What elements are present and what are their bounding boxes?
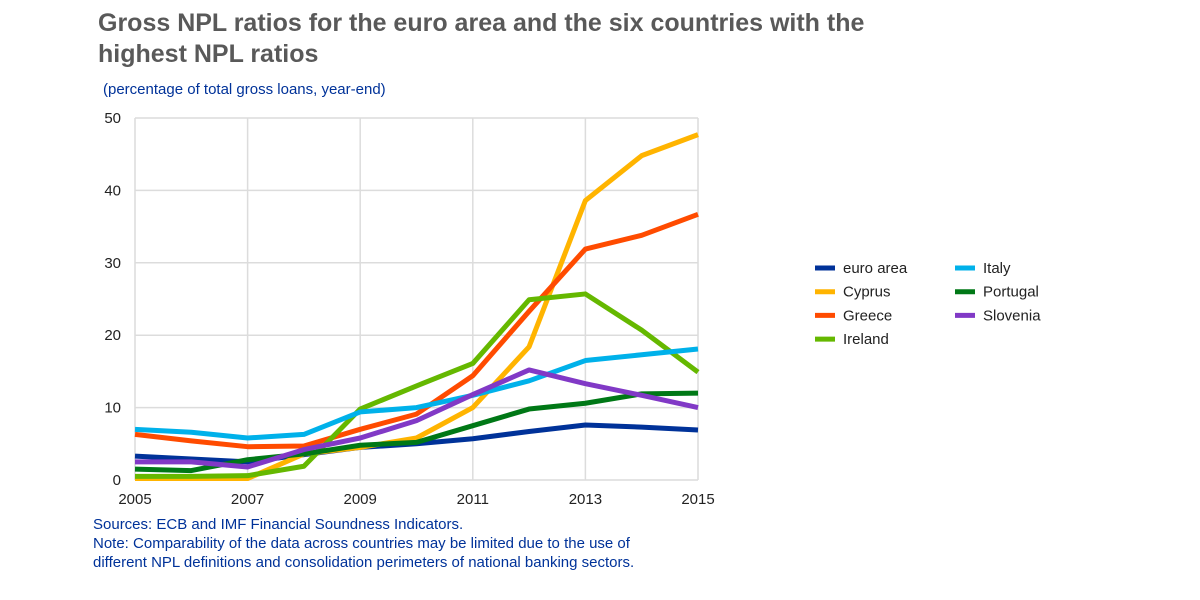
x-tick-label: 2009 [344,491,377,508]
chart-title: Gross NPL ratios for the euro area and t… [98,9,865,68]
y-tick-label: 40 [104,182,121,199]
legend-label: Portugal [983,284,1039,301]
series-line-italy [134,346,699,441]
legend-label: Cyprus [843,284,891,301]
y-tick-label: 30 [104,255,121,272]
x-tick-label: 2005 [118,491,151,508]
y-tick-label: 50 [104,110,121,127]
legend-label: Ireland [843,331,889,348]
chart-subtitle: (percentage of total gross loans, year-e… [103,81,386,98]
sources-text: Sources: ECB and IMF Financial Soundness… [93,516,464,533]
y-tick-label: 10 [104,400,121,417]
x-tick-label: 2011 [457,491,489,508]
y-tick-label: 20 [104,327,121,344]
x-tick-label: 2007 [231,491,264,508]
chart-notes: Sources: ECB and IMF Financial Soundness… [93,515,634,572]
y-tick-label: 0 [113,472,121,489]
series-line-cyprus [135,132,699,482]
series-line-greece [134,211,699,450]
note-text-line2: different NPL definitions and consolidat… [93,554,635,571]
legend-label: Italy [983,260,1011,277]
legend-label: euro area [843,260,908,277]
series-line-ireland [135,291,700,479]
x-tick-label: 2013 [569,491,602,508]
legend-label: Slovenia [983,307,1041,324]
x-tick-label: 2015 [681,491,714,508]
legend-label: Greece [843,307,892,324]
series-line-slovenia [135,367,699,470]
note-text-line1: Note: Comparability of the data across c… [93,535,630,552]
